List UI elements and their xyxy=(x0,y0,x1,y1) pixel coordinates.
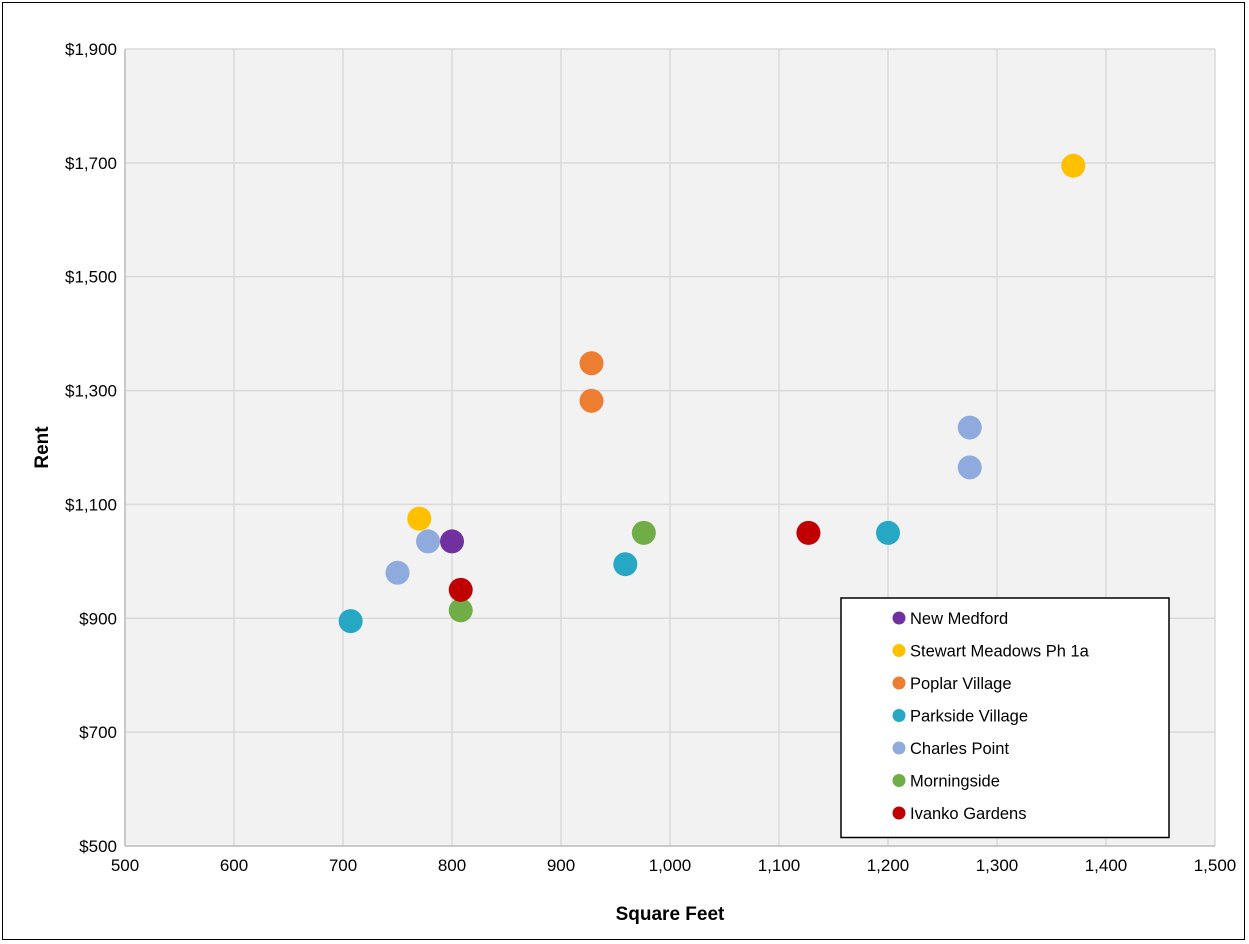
legend-item: Morningside xyxy=(892,773,1000,791)
data-point xyxy=(338,609,363,634)
legend-label: Stewart Meadows Ph 1a xyxy=(910,643,1090,661)
y-tick-label: $1,100 xyxy=(65,495,117,514)
legend-marker xyxy=(892,709,906,722)
x-tick-label: 900 xyxy=(547,856,575,875)
x-tick-label: 800 xyxy=(438,856,466,875)
tick-labels: 500 600 700 800 900 1,000 1,100 1,200 1,300 1,400… xyxy=(65,40,1236,875)
data-point xyxy=(440,529,464,554)
legend-marker xyxy=(892,611,906,625)
x-tick-label: 1,500 xyxy=(1194,856,1237,875)
data-point xyxy=(416,529,441,554)
data-point xyxy=(579,388,604,413)
data-point xyxy=(448,577,473,602)
y-tick-label: $1,900 xyxy=(65,40,117,59)
legend-marker xyxy=(892,676,906,690)
y-tick-label: $1,300 xyxy=(65,382,117,401)
data-points xyxy=(338,153,1086,634)
data-point xyxy=(796,520,821,545)
y-tick-label: $500 xyxy=(79,837,117,856)
legend-item: Ivanko Gardens xyxy=(892,805,1026,823)
x-tick-label: 600 xyxy=(220,856,248,875)
x-tick-label: 1,400 xyxy=(1085,856,1128,875)
data-point xyxy=(613,552,638,577)
scatter-chart: 500 600 700 800 900 1,000 1,100 1,200 1,300 1,400… xyxy=(32,40,1236,925)
legend-marker xyxy=(892,806,906,820)
x-tick-label: 1,300 xyxy=(976,856,1019,875)
legend-item: Parkside Village xyxy=(892,708,1028,726)
x-tick-label: 700 xyxy=(329,856,357,875)
y-tick-label: $700 xyxy=(79,723,117,742)
y-tick-label: $900 xyxy=(79,609,117,628)
legend-label: Poplar Village xyxy=(910,675,1012,693)
data-point xyxy=(385,560,410,585)
legend-item: New Medford xyxy=(892,610,1008,628)
legend-label: Morningside xyxy=(910,773,1000,791)
legend-marker xyxy=(892,644,906,657)
data-point xyxy=(957,455,982,480)
x-axis-title: Square Feet xyxy=(616,904,725,925)
legend-marker xyxy=(892,741,906,755)
legend: New Medford Stewart Meadows Ph 1a Poplar V… xyxy=(840,597,1170,839)
y-tick-label: $1,500 xyxy=(65,268,117,287)
legend-label: New Medford xyxy=(910,610,1008,628)
y-axis-title: Rent xyxy=(32,426,53,469)
x-tick-label: 1,000 xyxy=(649,856,692,875)
legend-label: Parkside Village xyxy=(910,708,1028,726)
legend-label: Charles Point xyxy=(910,740,1009,758)
legend-marker xyxy=(892,774,906,787)
data-point xyxy=(631,520,656,545)
legend-item: Poplar Village xyxy=(892,675,1012,693)
legend-item: Stewart Meadows Ph 1a xyxy=(892,643,1090,661)
y-tick-label: $1,700 xyxy=(65,154,117,173)
data-point xyxy=(407,506,432,531)
x-tick-label: 500 xyxy=(111,856,139,875)
legend-label: Ivanko Gardens xyxy=(910,805,1026,823)
data-point xyxy=(579,351,604,376)
x-tick-label: 1,100 xyxy=(758,856,801,875)
data-point xyxy=(957,415,982,440)
data-point xyxy=(876,520,900,545)
data-point xyxy=(448,598,473,623)
legend-item: Charles Point xyxy=(892,740,1009,758)
data-point xyxy=(1061,153,1086,178)
grid-lines xyxy=(124,48,1216,847)
x-tick-label: 1,200 xyxy=(867,856,910,875)
